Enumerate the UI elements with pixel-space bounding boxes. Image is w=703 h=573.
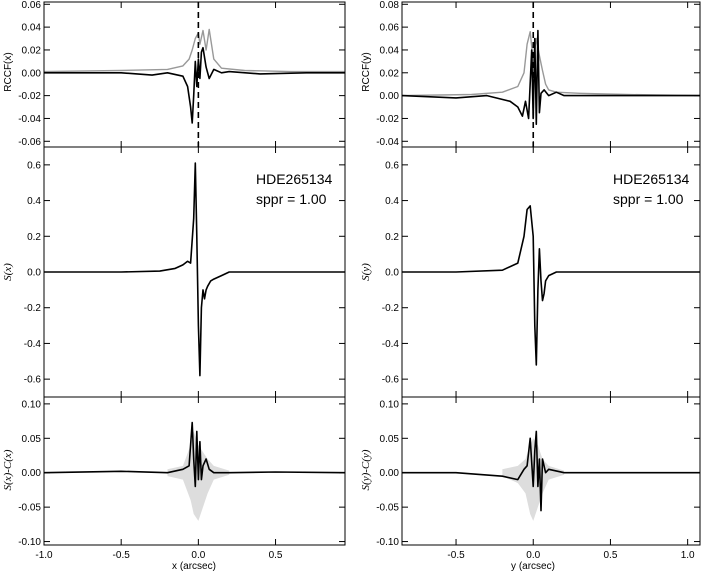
panel-diff-y: S(y)-C(y) y (arcsec) (360, 449, 555, 572)
ytick-label-s-x-0: 0.6 (27, 160, 41, 171)
xlabel-y: y (arcsec) (511, 561, 555, 572)
ytick-label-rccf-x-6: -0.06 (18, 137, 41, 148)
series-line-rccf-x-0 (44, 28, 345, 73)
ytick-label-diff-y-3: -0.05 (376, 503, 399, 514)
ylabel-s-y: S(y) (360, 263, 372, 281)
panel-rccf-y: RCCF(y) (361, 52, 372, 91)
series-line-diff-y-0 (402, 430, 700, 512)
ytick-label-s-y-6: -0.6 (382, 375, 400, 386)
xlabel-x: x (arcsec) (172, 561, 216, 572)
panel-s-y: S(y) HDE265134 sppr = 1.00 (360, 171, 689, 281)
series-line-s-y-0 (402, 205, 700, 366)
ytick-label-rccf-y-3: 0.02 (380, 68, 400, 79)
panel-diff-x: S(x)-C(x) x (arcsec) (2, 449, 216, 572)
ylabel-diff-y: S(y)-C(y) (360, 449, 372, 490)
ytick-label-diff-x-2: 0.00 (22, 468, 42, 479)
ylabel-rccf-y: RCCF(y) (361, 52, 372, 91)
ytick-label-diff-x-4: -0.10 (18, 537, 41, 548)
series-line-diff-x-0 (44, 421, 345, 488)
ytick-label-diff-x-1: 0.05 (22, 434, 42, 445)
series-line-rccf-y-1 (402, 29, 700, 125)
xtick-label-diff-x-3: 0.5 (269, 550, 283, 561)
ylabel-rccf-x: RCCF(x) (3, 52, 14, 91)
ytick-label-diff-x-3: -0.05 (18, 503, 41, 514)
ytick-label-rccf-y-0: 0.08 (380, 0, 400, 11)
ytick-label-rccf-x-0: 0.06 (22, 0, 42, 11)
ytick-label-rccf-y-4: 0.00 (380, 91, 400, 102)
ytick-label-rccf-x-4: -0.02 (18, 91, 41, 102)
ytick-label-diff-y-1: 0.05 (380, 434, 400, 445)
plot-frame-rccf-y (401, 1, 701, 148)
ytick-label-s-y-4: -0.2 (382, 303, 400, 314)
ytick-label-s-y-0: 0.6 (385, 160, 399, 171)
annotation-sppr-y: sppr = 1.00 (613, 191, 684, 207)
series-line-s-x-0 (44, 162, 345, 377)
xtick-label-diff-x-0: -1.0 (35, 550, 53, 561)
ytick-label-s-x-6: -0.6 (24, 375, 42, 386)
xtick-label-diff-x-1: -0.5 (113, 550, 131, 561)
ytick-label-s-x-5: -0.4 (24, 339, 42, 350)
ytick-label-s-y-1: 0.4 (385, 196, 399, 207)
ytick-label-s-x-1: 0.4 (27, 196, 41, 207)
ytick-label-diff-y-2: 0.00 (380, 468, 400, 479)
ytick-label-rccf-x-2: 0.02 (22, 45, 42, 56)
ytick-label-rccf-x-1: 0.04 (22, 23, 42, 34)
ylabel-diff-x: S(x)-C(x) (2, 449, 14, 490)
ytick-label-rccf-x-3: 0.00 (22, 68, 42, 79)
ytick-label-diff-x-0: 0.10 (22, 399, 42, 410)
ytick-label-rccf-y-1: 0.06 (380, 23, 400, 34)
ytick-label-s-x-3: 0.0 (27, 268, 41, 279)
xtick-label-diff-y-2: 0.5 (603, 550, 617, 561)
series-line-rccf-x-1 (44, 46, 345, 124)
ytick-label-rccf-x-5: -0.04 (18, 114, 41, 125)
ytick-label-rccf-y-2: 0.04 (380, 45, 400, 56)
ytick-label-s-x-4: -0.2 (24, 303, 42, 314)
ytick-label-rccf-y-5: -0.02 (376, 114, 399, 125)
xtick-label-diff-x-2: 0.0 (191, 550, 205, 561)
ytick-label-s-y-3: 0.0 (385, 268, 399, 279)
annotation-sppr-x: sppr = 1.00 (256, 191, 327, 207)
panel-rccf-x: RCCF(x) (3, 52, 14, 91)
annotation-star-name-y: HDE265134 (613, 171, 689, 187)
ytick-label-s-x-2: 0.2 (27, 232, 41, 243)
ytick-label-rccf-y-6: -0.04 (376, 137, 399, 148)
ylabel-s-x: S(x) (2, 263, 14, 281)
ytick-label-diff-y-4: -0.10 (376, 537, 399, 548)
plot-frame-diff-y (401, 396, 701, 546)
xtick-label-diff-y-3: 1.0 (681, 550, 695, 561)
series-line-rccf-y-0 (402, 31, 700, 97)
xtick-label-diff-y-0: -0.5 (447, 550, 465, 561)
xtick-label-diff-y-1: 0.0 (526, 550, 540, 561)
panel-s-x: S(x) HDE265134 sppr = 1.00 (2, 171, 332, 281)
ytick-label-diff-y-0: 0.10 (380, 399, 400, 410)
ytick-label-s-y-2: 0.2 (385, 232, 399, 243)
annotation-star-name-x: HDE265134 (256, 171, 332, 187)
plot-frame-diff-x (43, 396, 346, 546)
ytick-label-s-y-5: -0.4 (382, 339, 400, 350)
